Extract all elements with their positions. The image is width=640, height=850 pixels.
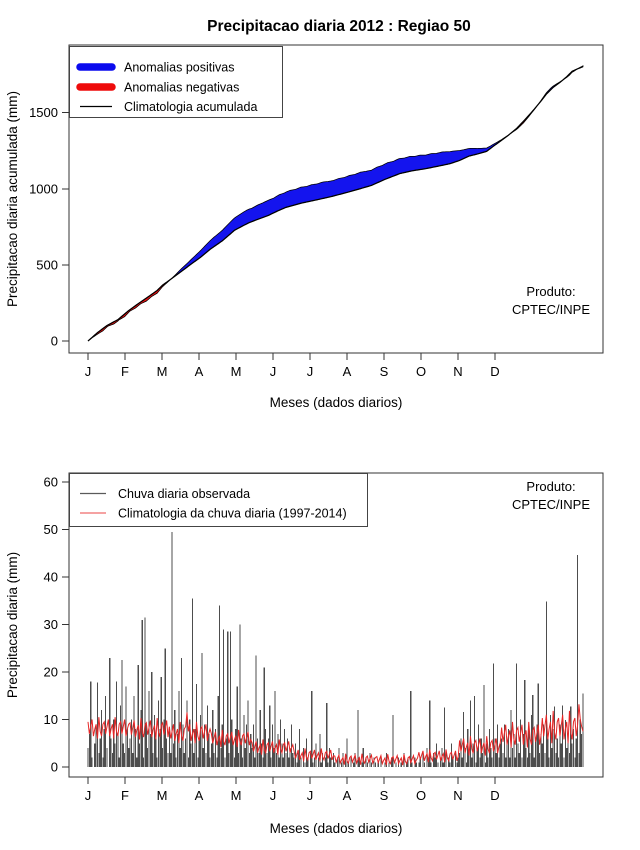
legend-label-negative-anomaly: Anomalias negativas [124,81,239,95]
positive-anomaly-area [170,133,511,280]
legend-label-climatology: Climatologia acumulada [124,100,257,114]
x-tick-label: S [380,788,389,803]
bottom-x-axis-label: Meses (dados diarios) [270,821,403,836]
bottom-chart-legend: Chuva diaria observada Climatologia da c… [69,473,368,527]
bottom-chart-plot-area: J F M A M J J A S O N D 0 10 20 30 40 50 60 [44,472,604,803]
x-tick-label: D [490,788,499,803]
y-tick-label: 40 [44,570,58,585]
y-tick-label: 10 [44,712,58,727]
x-tick-label: N [453,788,462,803]
top-y-axis-label: Precipitacao diaria acumulada (mm) [5,91,20,307]
top-chart-title: Precipitacao diaria 2012 : Regiao 50 [207,18,471,35]
x-tick-label: J [307,788,314,803]
top-x-axis-label: Meses (dados diarios) [270,395,403,410]
x-tick-label: M [157,364,168,379]
bottom-product-source: CPTEC/INPE [512,497,590,512]
x-tick-label: N [453,364,462,379]
x-tick-label: A [195,788,204,803]
bottom-y-axis-label: Precipitacao diaria (mm) [5,552,20,698]
x-tick-label: J [85,788,92,803]
x-tick-label: A [343,788,352,803]
x-tick-label: M [157,788,168,803]
top-legend-box [69,46,283,118]
y-tick-label: 0 [51,334,58,349]
bottom-legend-box [69,473,368,527]
legend-label-positive-anomaly: Anomalias positivas [124,61,234,75]
y-tick-label: 20 [44,665,58,680]
bottom-product-label: Produto: [526,479,575,494]
x-tick-label: J [85,364,92,379]
x-tick-label: J [270,364,277,379]
top-chart-plot-area: J F M A M J J A S O N D 0 500 1000 1500 [29,44,604,379]
x-tick-label: J [307,364,314,379]
daily-climatology-line [87,704,584,766]
y-tick-label: 500 [36,257,58,272]
top-chart-legend: Anomalias positivas Anomalias negativas … [69,46,283,118]
y-tick-label: 1000 [29,181,58,196]
y-tick-label: 60 [44,475,58,490]
y-tick-label: 50 [44,522,58,537]
x-tick-label: M [231,364,242,379]
axes [62,481,496,784]
x-tick-label: A [343,364,352,379]
x-tick-label: J [270,788,277,803]
x-tick-label: A [195,364,204,379]
daily-observed-bars [87,531,584,767]
x-tick-label: M [231,788,242,803]
legend-label-observed-rain: Chuva diaria observada [118,487,250,501]
axes [62,112,496,360]
legend-label-daily-climatology: Climatologia da chuva diaria (1997-2014) [118,507,347,521]
y-tick-label: 30 [44,617,58,632]
x-tick-label: S [380,364,389,379]
x-tick-label: F [121,788,129,803]
top-product-label: Produto: [526,284,575,299]
plot-frame [68,44,604,354]
top-product-source: CPTEC/INPE [512,302,590,317]
y-tick-label: 0 [51,760,58,775]
top-chart-product-note: Produto: CPTEC/INPE [512,284,590,317]
x-tick-label: O [416,364,426,379]
x-tick-label: F [121,364,129,379]
climatology-cumulative-line [87,66,584,342]
y-tick-label: 1500 [29,105,58,120]
x-tick-label: D [490,364,499,379]
x-tick-label: O [416,788,426,803]
bottom-chart-product-note: Produto: CPTEC/INPE [512,479,590,512]
